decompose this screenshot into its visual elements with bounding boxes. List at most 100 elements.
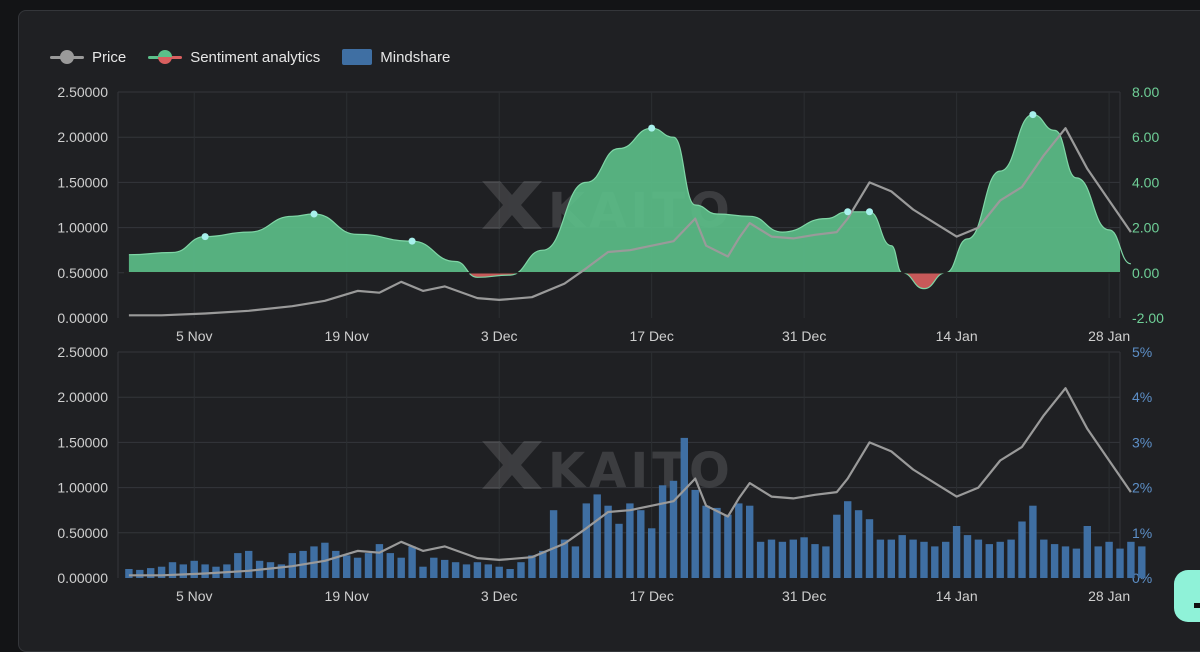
mindshare-bar-27 [419, 566, 427, 578]
price-legend-icon [50, 50, 84, 64]
mindshare-bar-4 [168, 562, 177, 578]
mindshare-bar-58 [756, 541, 765, 578]
legend-label-sentiment: Sentiment analytics [190, 48, 321, 66]
mindshare-bar-2 [147, 568, 155, 578]
watermark-text: KAITO [548, 443, 734, 499]
y-right-tick-label: 6.00 [1132, 129, 1159, 145]
x-tick-label: 28 Jan [1088, 588, 1130, 604]
x-tick-label: 19 Nov [325, 328, 369, 344]
sentiment-line [128, 113, 1132, 290]
mindshare-bar-93 [1138, 546, 1146, 578]
mindshare-bar-36 [517, 562, 525, 578]
mindshare-bar-73 [920, 541, 928, 578]
y-right-tick-label: 5% [1132, 344, 1152, 360]
mindshare-bar-1 [136, 569, 144, 578]
legend-label-mindshare: Mindshare [380, 48, 451, 66]
mindshare-bar-92 [1127, 541, 1135, 578]
mindshare-bar-78 [974, 539, 983, 578]
sentiment-area-positive [128, 114, 1120, 273]
mindshare-bar-90 [1105, 541, 1113, 578]
mindshare-bar-91 [1116, 548, 1124, 578]
mindshare-bar-30 [451, 562, 460, 578]
mindshare-bar-75 [942, 541, 950, 578]
mindshare-bar-49 [658, 485, 667, 578]
mindshare-bar-79 [985, 544, 993, 578]
price-line-bottom [128, 387, 1132, 577]
sentiment-highlight-point-6 [1029, 111, 1037, 119]
y-right-tick-label: -2.00 [1132, 310, 1164, 326]
mindshare-bar-0 [125, 569, 133, 578]
mindshare-bar-21 [353, 557, 362, 578]
mindshare-bar-51 [680, 437, 688, 578]
y-left-tick-label: 2.00000 [57, 129, 108, 145]
mindshare-bar-14 [277, 564, 286, 578]
x-tick-label: 14 Jan [936, 588, 978, 604]
mindshare-bar-53 [702, 505, 710, 578]
y-left-tick-label: 0.50000 [57, 265, 108, 281]
mindshare-legend-icon [342, 49, 373, 65]
chat-launcher-button[interactable] [1174, 570, 1200, 622]
legend-item-price[interactable]: Price [50, 49, 126, 66]
mindshare-bar-80 [996, 541, 1004, 578]
y-left-tick-label: 0.00000 [57, 310, 108, 326]
mindshare-bar-67 [854, 510, 863, 578]
mindshare-bar-89 [1094, 546, 1102, 578]
mindshare-bar-68 [865, 519, 874, 578]
mindshare-bar-42 [582, 503, 590, 578]
mindshare-bar-33 [484, 564, 492, 578]
mindshare-bar-22 [364, 553, 373, 578]
legend-item-sentiment[interactable]: Sentiment analytics [148, 49, 320, 66]
x-tick-label: 3 Dec [481, 588, 518, 604]
sentiment-highlight-point-4 [844, 208, 852, 216]
mindshare-bar-88 [1083, 526, 1091, 578]
y-left-tick-label: 1.00000 [57, 480, 108, 496]
y-left-tick-label: 2.50000 [57, 344, 108, 360]
y-right-tick-label: 4% [1132, 389, 1152, 405]
x-tick-label: 3 Dec [481, 328, 518, 344]
mindshare-bar-48 [648, 528, 656, 578]
mindshare-bar-69 [876, 539, 885, 578]
mindshare-bar-61 [789, 539, 797, 578]
mindshare-bar-11 [245, 550, 253, 578]
mindshare-bar-13 [266, 562, 275, 578]
mindshare-bar-84 [1040, 539, 1048, 578]
mindshare-bar-52 [691, 489, 699, 578]
mindshare-bar-60 [778, 541, 787, 578]
mindshare-bar-82 [1018, 521, 1026, 578]
mindshare-bar-65 [833, 514, 841, 578]
mindshare-bar-77 [963, 535, 972, 578]
sentiment-highlight-point-5 [866, 208, 873, 216]
mindshare-bar-70 [887, 539, 895, 578]
y-right-tick-label: 2.00 [1132, 220, 1159, 236]
mindshare-bar-47 [637, 510, 645, 578]
y-right-tick-label: 0.00 [1132, 265, 1159, 281]
mindshare-bar-20 [343, 555, 351, 578]
y-right-tick-label: 3% [1132, 434, 1152, 450]
x-tick-label: 5 Nov [176, 588, 213, 604]
mindshare-bar-24 [386, 553, 394, 578]
sentiment-highlight-point-2 [408, 237, 416, 245]
sentiment-highlight-point-1 [310, 210, 318, 218]
chat-icon [1194, 583, 1200, 608]
mindshare-bar-7 [201, 564, 209, 578]
mindshare-bar-35 [506, 569, 514, 578]
sentiment-area-negative [128, 272, 1120, 289]
y-left-tick-label: 2.50000 [57, 84, 108, 100]
mindshare-bar-59 [767, 539, 776, 578]
mindshare-bar-34 [495, 566, 503, 578]
mindshare-bar-87 [1072, 548, 1081, 578]
kaito-x-icon [482, 441, 542, 489]
y-right-tick-label: 1% [1132, 525, 1152, 541]
mindshare-bar-3 [157, 566, 166, 578]
y-right-tick-label: 2% [1132, 480, 1152, 496]
mindshare-bar-28 [430, 557, 438, 578]
mindshare-bar-62 [800, 537, 808, 578]
mindshare-bar-76 [952, 526, 961, 578]
mindshare-bar-37 [528, 555, 536, 578]
mindshare-bar-64 [822, 546, 830, 578]
mindshare-bar-25 [397, 557, 405, 578]
legend-item-mindshare[interactable]: Mindshare [342, 49, 450, 66]
mindshare-bar-63 [811, 544, 819, 578]
mindshare-bar-6 [190, 560, 198, 578]
x-tick-label: 31 Dec [782, 588, 826, 604]
